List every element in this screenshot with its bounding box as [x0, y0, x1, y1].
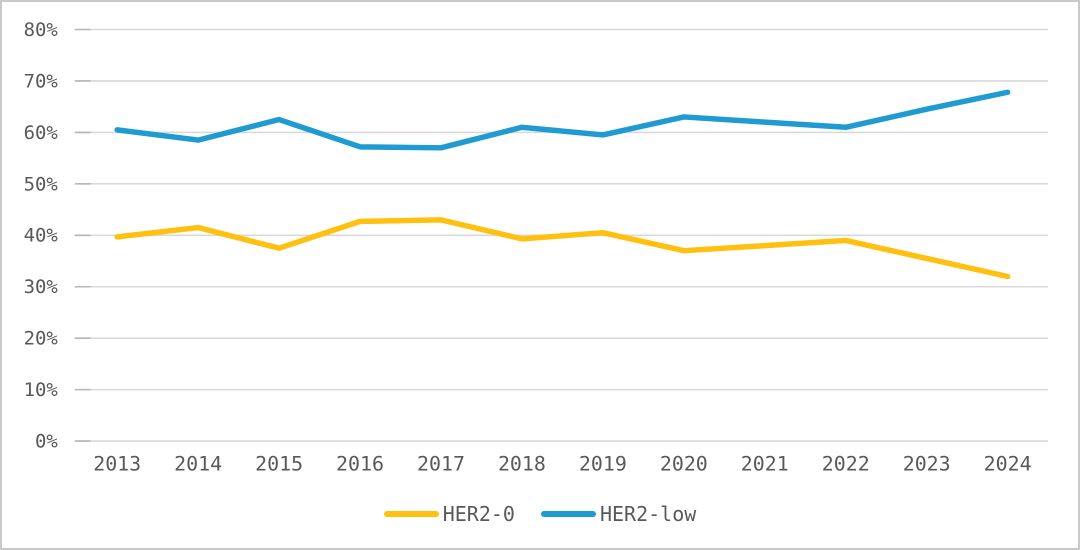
x-axis-label: 2014 [174, 453, 222, 476]
her2-0-line-swatch [383, 511, 439, 517]
her2-0-line [114, 217, 1011, 280]
y-axis-label: 70% [24, 70, 59, 92]
y-axis-label: 40% [24, 225, 59, 247]
her2-low-line [114, 89, 1011, 151]
y-axis-label: 80% [24, 19, 59, 41]
x-axis-label: 2016 [336, 453, 384, 476]
y-axis-label: 0% [35, 431, 58, 453]
x-axis-label: 2019 [579, 453, 627, 476]
legend-item-her2-low: HER2-low [540, 502, 697, 526]
y-axis-label: 10% [24, 379, 59, 401]
x-axis-label: 2013 [93, 453, 141, 476]
legend-label-her2-low: HER2-low [599, 502, 697, 526]
y-axis-label: 50% [24, 173, 59, 195]
x-axis-label: 2023 [903, 453, 951, 476]
x-axis-label: 2020 [660, 453, 708, 476]
x-axis-label: 2021 [741, 453, 789, 476]
x-axis-label: 2017 [417, 453, 465, 476]
x-axis-label: 2015 [255, 453, 303, 476]
x-axis-label: 2022 [822, 453, 870, 476]
x-axis-label: 2018 [498, 453, 546, 476]
y-axis-label: 30% [24, 276, 59, 298]
y-axis-label: 60% [24, 122, 59, 144]
x-axis-label: 2024 [984, 453, 1032, 476]
her2-low-line-swatch [540, 511, 596, 517]
y-axis-label: 20% [24, 328, 59, 350]
legend: HER2-0 HER2-low [2, 501, 1078, 527]
legend-label-her2-0: HER2-0 [442, 502, 515, 526]
legend-item-her2-0: HER2-0 [383, 502, 515, 526]
